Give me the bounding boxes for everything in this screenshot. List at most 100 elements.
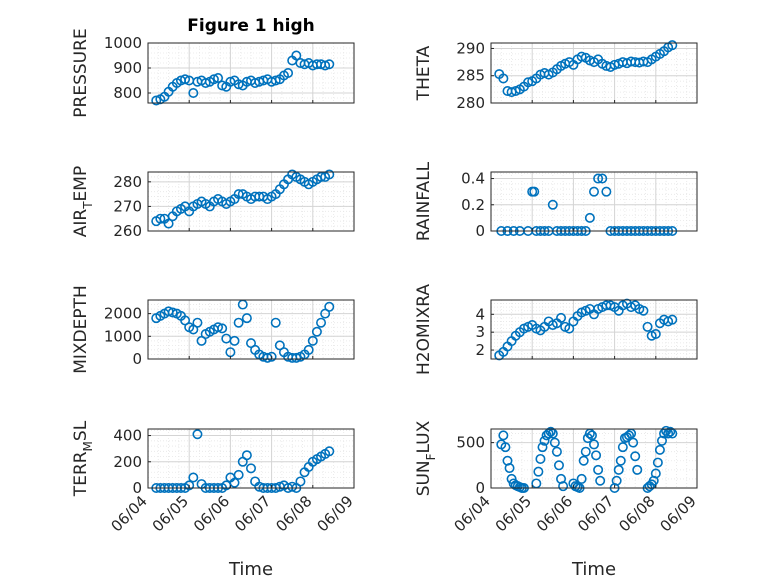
data-series (496, 425, 678, 493)
data-point (551, 446, 562, 457)
y-tick-label: 1000 (104, 327, 142, 345)
subplot-6: 234 H2OMIXRA (414, 284, 698, 375)
data-point (578, 455, 589, 466)
data-point (324, 446, 335, 457)
data-point (652, 457, 663, 468)
data-point (167, 307, 178, 318)
data-point (163, 218, 174, 229)
x-tick-label: 06/05 (492, 492, 535, 535)
data-series (494, 298, 678, 361)
y-tick-label: 200 (113, 453, 142, 471)
x-tick-label: 06/06 (190, 492, 233, 535)
data-point (307, 335, 318, 346)
axes-frame (147, 42, 355, 104)
subplot-1: 800 900 1000 PRESSURE (71, 28, 355, 118)
data-point (523, 77, 534, 88)
data-point (595, 475, 606, 486)
data-point (564, 323, 575, 334)
axes-frame (490, 299, 698, 360)
x-tick-label: 06/05 (149, 492, 192, 535)
data-point (180, 74, 191, 85)
data-point (615, 455, 626, 466)
subplot-2: 280 285 290 THETA (414, 39, 698, 112)
x-tick-label: 06/08 (272, 492, 315, 535)
data-point (303, 344, 314, 355)
data-point (556, 312, 567, 323)
data-point (233, 317, 244, 328)
data-point (537, 442, 548, 453)
y-tick-label: 900 (113, 59, 142, 77)
figure-title: Figure 1 high (187, 16, 315, 36)
x-tick-label: 06/04 (108, 492, 151, 535)
data-point (628, 437, 639, 448)
data-point (588, 186, 599, 197)
data-point (580, 446, 591, 457)
data-point (591, 450, 602, 461)
axes-frame (490, 171, 698, 232)
data-point (229, 477, 240, 488)
data-point (576, 473, 587, 484)
y-tick-label: 0 (132, 350, 142, 368)
y-axis-label: AIRTEMP (71, 166, 95, 237)
axes-frame (490, 42, 698, 104)
data-point (311, 326, 322, 337)
data-point (213, 322, 224, 333)
axes-frame (147, 299, 355, 360)
data-point (217, 323, 228, 334)
x-tick-label: 06/09 (314, 492, 357, 535)
y-tick-label: 0 (475, 479, 485, 497)
data-point (188, 472, 199, 483)
data-point (667, 314, 678, 325)
y-tick-label: 400 (113, 427, 142, 445)
y-tick-label: 0.2 (461, 196, 485, 214)
y-tick-label: 280 (456, 94, 485, 112)
data-point (213, 73, 224, 84)
data-point (291, 352, 302, 363)
y-tick-label: 500 (456, 434, 485, 452)
data-point (638, 305, 649, 316)
data-point (588, 439, 599, 450)
data-point (241, 450, 252, 461)
data-point (661, 425, 672, 436)
x-axis-label-right: Time (571, 559, 616, 580)
data-series (151, 50, 335, 106)
data-point (155, 213, 166, 224)
data-point (539, 435, 550, 446)
y-tick-label: 270 (113, 197, 142, 215)
data-point (324, 59, 335, 70)
data-point (287, 481, 298, 492)
data-point (586, 430, 597, 441)
data-point (617, 442, 628, 453)
data-point (553, 460, 564, 471)
y-tick-label: 0 (132, 479, 142, 497)
data-series (151, 169, 335, 229)
x-tick-label: 06/08 (615, 492, 658, 535)
y-tick-label: 0 (475, 222, 485, 240)
data-point (630, 451, 641, 462)
y-tick-label: 1000 (104, 34, 142, 52)
x-tick-label: 06/04 (451, 492, 494, 535)
data-point (151, 95, 162, 106)
data-point (654, 444, 665, 455)
data-point (624, 430, 635, 441)
data-point (324, 169, 335, 180)
x-tick-label: 06/06 (533, 492, 576, 535)
data-point (533, 466, 544, 477)
data-point (545, 426, 556, 437)
data-point (665, 426, 676, 437)
y-axis-label: PRESSURE (71, 28, 91, 117)
data-point (601, 186, 612, 197)
data-point (283, 68, 294, 79)
y-axis-label: H2OMIXRA (414, 284, 434, 375)
y-axis-label: TERRMSL (71, 420, 95, 497)
data-point (576, 51, 587, 62)
data-point (241, 313, 252, 324)
y-axis-label: SUNFLUX (414, 420, 438, 496)
data-point (642, 321, 653, 332)
data-point (611, 475, 622, 486)
axes-frame (490, 428, 698, 489)
data-point (192, 317, 203, 328)
